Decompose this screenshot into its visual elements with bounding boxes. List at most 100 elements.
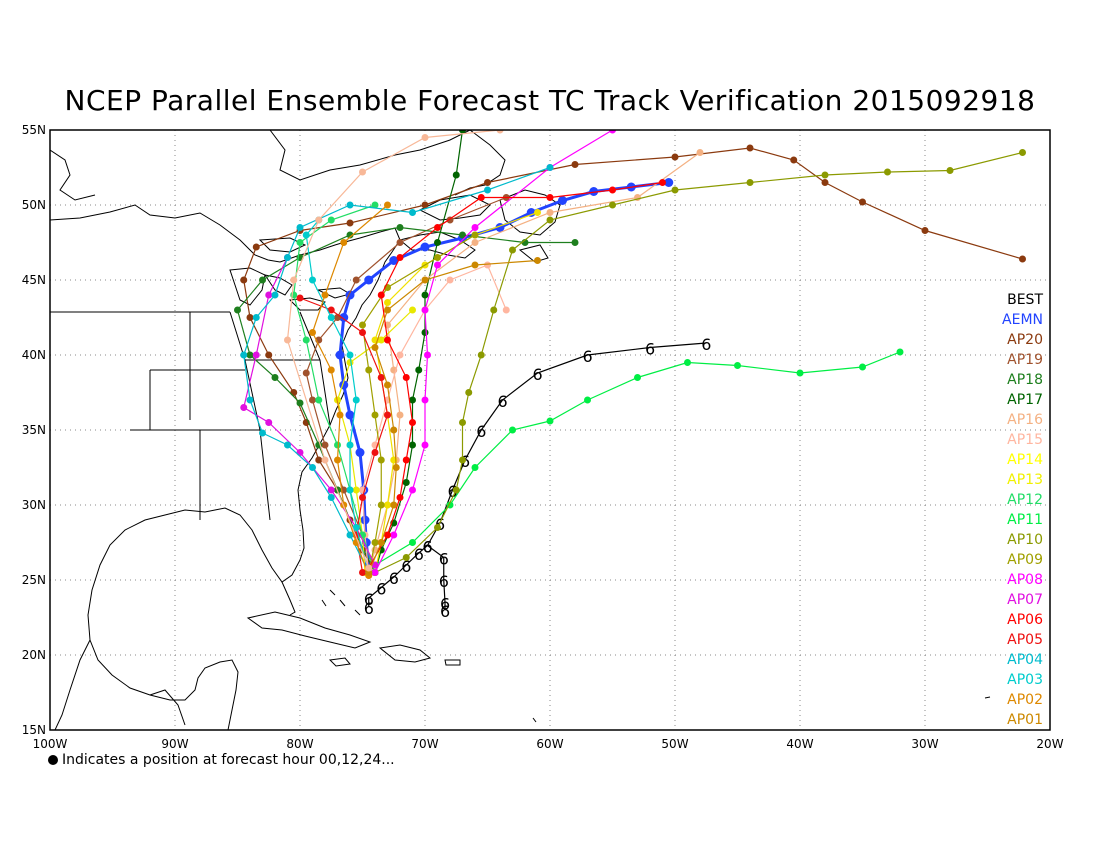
track-position-dot [420,242,430,252]
track-position-dot [271,374,279,381]
track-line [236,226,575,573]
track-position-dot [459,456,466,464]
track-ap15b [284,130,504,572]
track-position-dot [396,254,404,261]
track-position-dot [746,144,754,152]
track-ap02 [309,201,391,579]
track-position-dot [446,276,454,284]
track-line [368,181,663,569]
hurricane-symbol-icon: 6 [439,572,449,591]
track-position-dot [377,456,385,464]
legend-item-ap19: AP19 [1007,352,1043,368]
lat-tick-label: 20N [22,648,46,662]
legend-item-ap18: AP18 [1007,372,1043,388]
track-line [368,342,707,607]
track-position-dot [484,261,491,269]
track-position-dot [609,130,616,134]
track-position-dot [434,224,441,231]
track-position-dot [546,216,554,224]
track-position-dot [471,261,479,269]
track-line [374,351,901,566]
track-position-dot [409,396,416,404]
track-ap20 [240,144,1026,576]
track-line [338,181,669,566]
track-position-dot [334,441,341,449]
track-position-dot [327,216,335,224]
track-position-dot [859,363,866,371]
track-line [243,166,551,573]
track-position-dot [252,314,260,321]
track-position-dot [409,539,416,546]
hurricane-symbol-icon: 6 [376,580,386,599]
track-position-dot [327,314,335,321]
track-position-dot [546,209,554,216]
track-ap17 [371,130,466,576]
hurricane-symbol-icon: 6 [476,422,486,441]
hurricane-symbol-icon: 6 [364,590,374,609]
track-position-dot [346,531,354,539]
track-position-dot [421,201,429,209]
track-ap11 [371,348,904,569]
hurricane-symbol-icon: 6 [645,340,655,359]
track-position-dot [360,515,370,525]
track-position-dot [371,201,379,209]
track-position-dot [434,261,441,269]
hurricane-symbol-icon: 6 [439,550,449,569]
lon-tick-label: 80W [286,737,313,751]
track-position-dot [402,479,410,486]
track-position-dot [1019,149,1026,156]
track-position-dot [477,351,485,359]
track-position-dot [346,441,354,449]
legend-item-ap12: AP12 [1007,492,1043,508]
hurricane-symbol-icon: 6 [498,392,508,411]
legend-item-ap09: AP09 [1007,552,1043,568]
track-position-dot [377,374,385,381]
track-position-dot [459,130,466,134]
legend-item-ap10: AP10 [1007,532,1043,548]
track-position-dot [746,179,754,186]
track-line [361,234,476,573]
legend-item-ap06: AP06 [1007,612,1043,628]
position-dot-icon [48,755,58,765]
track-position-dot [946,167,954,174]
track-position-dot [271,291,279,299]
track-position-dot [284,254,291,261]
track-position-dot [384,381,391,389]
track-position-dot [290,291,298,299]
track-position-dot [321,441,329,449]
track-position-dot [790,156,798,164]
track-position-dot [390,501,398,509]
track-position-dot [696,149,704,156]
track-position-dot [671,153,679,161]
track-position-dot [434,239,441,246]
track-position-dot [409,419,416,426]
hurricane-symbol-icon: 6 [448,482,458,501]
track-position-dot [396,494,404,501]
track-position-dot [359,321,366,329]
track-position-dot [336,411,344,419]
map-frame [49,129,1051,731]
lat-tick-label: 25N [22,573,46,587]
track-position-dot [409,441,416,449]
track-position-dot [859,198,866,206]
track-position-dot [334,456,341,464]
track-position-dot [384,306,391,314]
track-position-dot [502,306,510,314]
track-position-dot [240,351,248,359]
track-position-dot [240,404,248,411]
lat-tick-label: 50N [22,198,46,212]
hurricane-symbol-icon: 6 [423,538,433,557]
lat-tick-label: 45N [22,273,46,287]
legend-item-ap15: AP15 [1007,432,1043,448]
track-position-dot [346,351,354,359]
track-position-dot [477,194,485,201]
legend-item-ap20: AP20 [1007,332,1043,348]
track-position-dot [302,231,310,239]
track-line [293,204,376,573]
track-position-dot [664,178,674,187]
lon-tick-label: 100W [33,737,68,751]
track-position-dot [359,569,366,576]
hurricane-symbol-icon: 6 [364,599,374,618]
track-position-dot [296,224,304,231]
track-position-dot [496,130,504,134]
